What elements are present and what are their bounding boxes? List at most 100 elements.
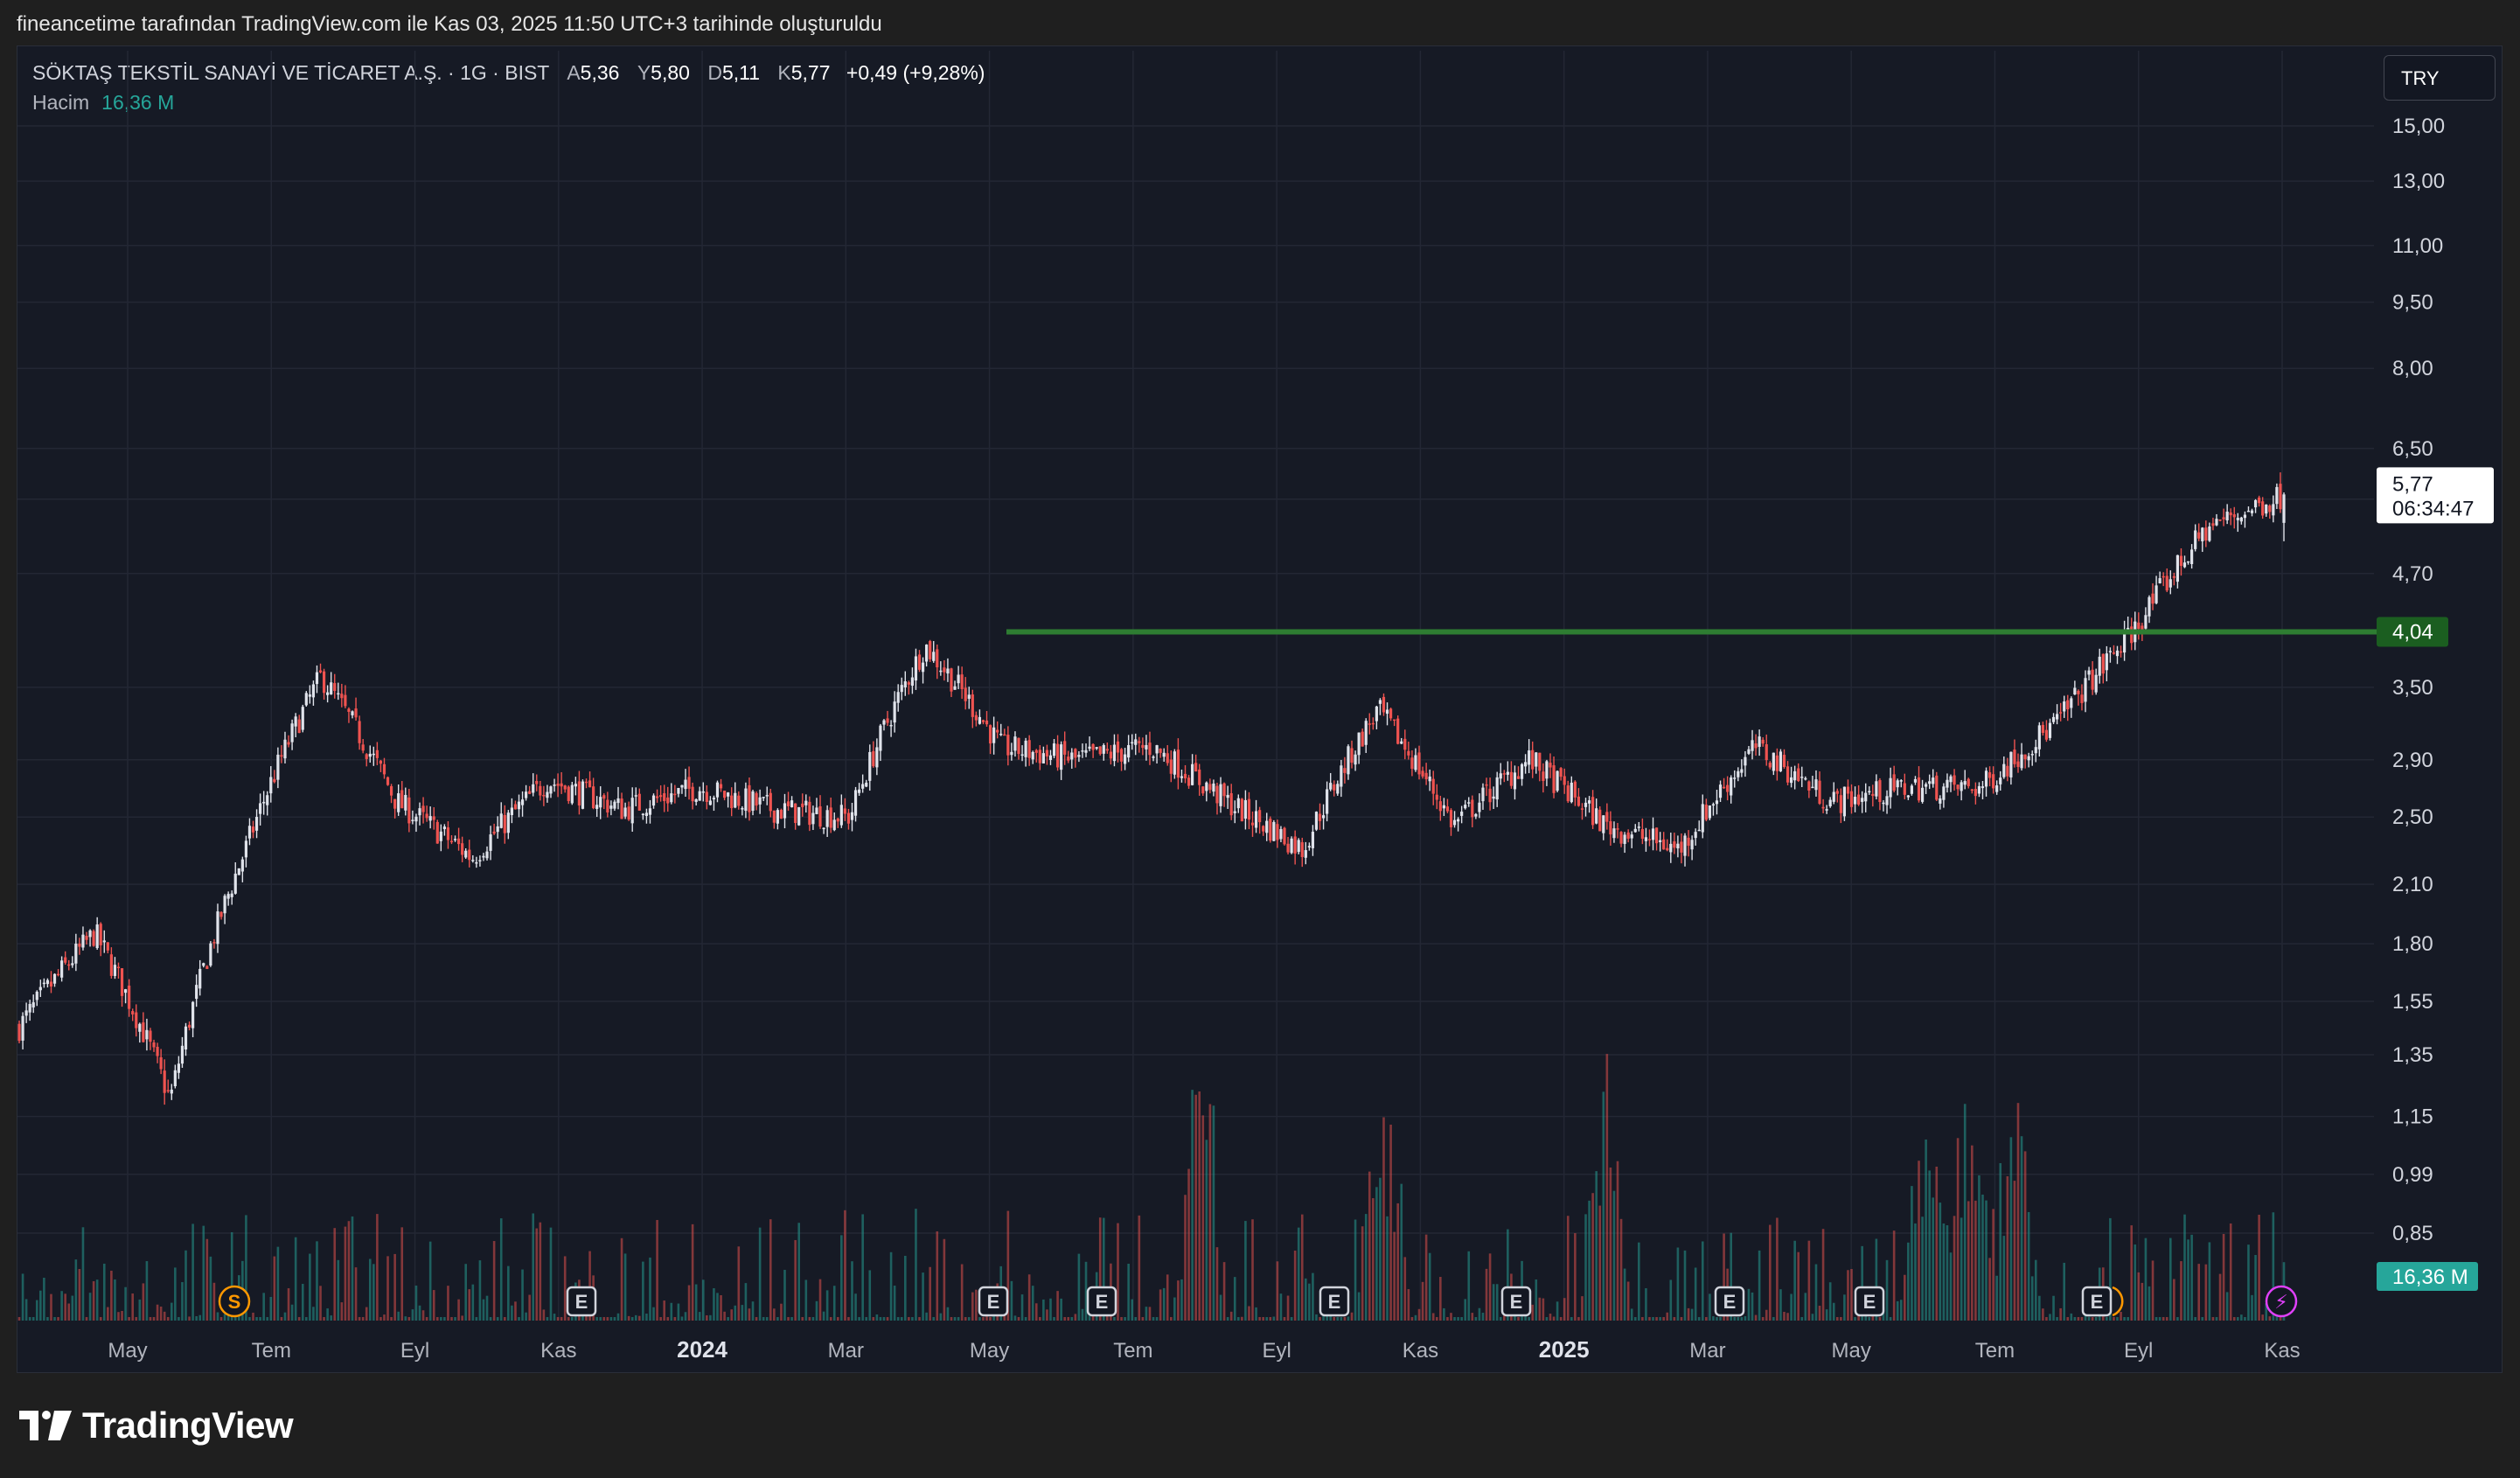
candle-body: [1758, 736, 1761, 747]
volume-bar: [1765, 1309, 1768, 1321]
volume-legend: Hacim 16,36 M: [32, 91, 174, 115]
earnings-event-icon[interactable]: E: [2081, 1286, 2113, 1317]
candle-body: [163, 1070, 166, 1093]
candle-body: [1034, 749, 1038, 753]
volume-bar: [2165, 1317, 2168, 1321]
volume-bar: [875, 1314, 879, 1321]
split-event-icon[interactable]: [2112, 1286, 2124, 1317]
candle-body: [1549, 763, 1552, 768]
volume-bar: [1042, 1299, 1045, 1321]
volume-bar: [178, 1317, 180, 1321]
candle-body: [191, 1001, 195, 1028]
volume-bar: [1208, 1104, 1212, 1321]
volume-bar: [99, 1317, 102, 1321]
volume-bar: [804, 1279, 808, 1321]
volume-bar: [1357, 1292, 1361, 1321]
candle-body: [379, 760, 383, 764]
candle-body: [1361, 731, 1364, 747]
volume-bar: [720, 1294, 722, 1321]
candle-body: [318, 670, 323, 673]
candle-body: [142, 1022, 145, 1042]
candle-body: [1283, 827, 1286, 845]
price-axis-tick: 0,85: [2392, 1222, 2433, 1245]
candle-body: [602, 795, 606, 799]
candle-body: [818, 805, 822, 827]
earnings-event-icon[interactable]: E: [1319, 1286, 1350, 1317]
candle-body: [1953, 775, 1956, 785]
change-value: +0,49 (+9,28%): [846, 61, 985, 84]
volume-label[interactable]: Hacim: [32, 91, 90, 114]
symbol-title[interactable]: SÖKTAŞ TEKSTİL SANAYİ VE TİCARET A.Ş. · …: [32, 61, 549, 84]
volume-bar: [1269, 1317, 1272, 1321]
candle-body: [1520, 763, 1524, 779]
high-value: 5,80: [651, 61, 690, 84]
bar-countdown: 06:34:47: [2392, 497, 2474, 520]
earnings-event-icon[interactable]: E: [1086, 1286, 1117, 1317]
volume-bar: [1488, 1253, 1492, 1321]
volume-bar: [1985, 1200, 1987, 1321]
candle-body: [1516, 776, 1521, 779]
candle-body: [269, 777, 273, 794]
candle-body: [1786, 766, 1790, 783]
earnings-event-icon[interactable]: E: [978, 1286, 1009, 1317]
chart-panel[interactable]: SÖKTAŞ TEKSTİL SANAYİ VE TİCARET A.Ş. · …: [17, 45, 2503, 1373]
candle-body: [1311, 832, 1315, 848]
candle-body: [2215, 519, 2218, 526]
volume-bar: [1467, 1251, 1471, 1321]
candle-body: [715, 782, 720, 798]
volume-bar: [630, 1317, 634, 1321]
candle-body: [2208, 526, 2211, 541]
volume-bar: [21, 1273, 24, 1321]
split-event-icon[interactable]: S: [218, 1285, 251, 1318]
candle-body: [187, 1024, 191, 1028]
candle-body: [1148, 742, 1152, 756]
candle-body: [1917, 777, 1921, 801]
volume-bar: [1481, 1313, 1485, 1321]
volume-bar: [1889, 1317, 1892, 1321]
candle-body: [1134, 739, 1138, 745]
earnings-event-icon[interactable]: E: [566, 1286, 597, 1317]
candle-body: [1956, 784, 1960, 790]
candle-body: [2016, 761, 2020, 767]
earnings-event-icon[interactable]: E: [1714, 1286, 1745, 1317]
volume-bar: [1840, 1317, 1842, 1321]
candle-body: [120, 968, 124, 996]
candle-body: [1747, 749, 1751, 754]
volume-bar: [1305, 1278, 1307, 1321]
volume-bar: [85, 1317, 88, 1321]
upcoming-event-icon[interactable]: ⚡: [2265, 1285, 2298, 1318]
earnings-event-icon[interactable]: E: [1500, 1286, 1532, 1317]
candle-body: [421, 805, 425, 812]
volume-bar: [2052, 1295, 2055, 1321]
candle-body: [1970, 789, 1974, 791]
volume-bar: [468, 1289, 471, 1321]
earnings-event-icon[interactable]: E: [1854, 1286, 1885, 1317]
candle-body: [1385, 709, 1389, 715]
candle-body: [1102, 744, 1105, 754]
candle-body: [1155, 745, 1159, 754]
candle-body: [2034, 747, 2037, 754]
volume-bar: [1258, 1317, 1261, 1321]
candle-body: [499, 813, 503, 828]
candle-body: [1946, 779, 1949, 788]
volume-bar: [1690, 1308, 1694, 1321]
price-axis-tick: 6,50: [2392, 437, 2433, 461]
volume-bar: [2137, 1272, 2141, 1321]
currency-button[interactable]: TRY: [2384, 55, 2496, 101]
volume-bar: [609, 1317, 613, 1321]
candle-body: [730, 795, 734, 809]
volume-bar: [471, 1284, 475, 1321]
candle-body: [677, 787, 680, 794]
candle-body: [503, 814, 506, 833]
candle-body: [673, 793, 677, 796]
close-label: K: [777, 61, 791, 84]
volume-bar: [978, 1317, 981, 1321]
candle-body: [2275, 486, 2279, 505]
volume-bar: [1705, 1317, 1708, 1321]
volume-bar: [2042, 1308, 2044, 1321]
candle-body: [1612, 828, 1616, 839]
volume-bar: [1687, 1307, 1690, 1321]
candle-body: [2041, 724, 2044, 733]
volume-bar: [851, 1261, 853, 1321]
